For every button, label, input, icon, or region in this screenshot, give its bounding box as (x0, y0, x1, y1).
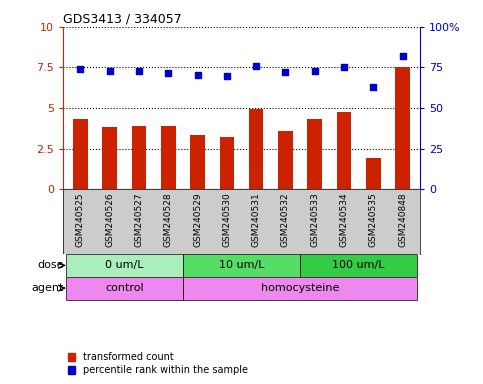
Point (164, 70, 172, 76)
Bar (190, 135, 205, 189)
Point (311, 68, 319, 74)
Point (135, 68, 143, 74)
Text: GSM240848: GSM240848 (398, 192, 407, 247)
Text: 10 um/L: 10 um/L (219, 260, 264, 270)
Bar (300, 254, 417, 277)
Text: 0 um/L: 0 um/L (105, 260, 143, 270)
Bar (395, 68, 410, 189)
Text: GSM240525: GSM240525 (76, 192, 85, 247)
Text: GSM240528: GSM240528 (164, 192, 173, 247)
Text: GSM240532: GSM240532 (281, 192, 290, 247)
Point (194, 72, 201, 78)
Bar (307, 119, 322, 189)
Bar (102, 127, 117, 189)
Bar (132, 126, 146, 189)
Point (369, 84, 377, 90)
Bar (73, 119, 88, 189)
Text: dose: dose (37, 260, 63, 270)
Bar (183, 277, 417, 300)
Bar (278, 131, 293, 189)
Text: GSM240531: GSM240531 (252, 192, 261, 247)
Point (252, 63, 260, 69)
Text: agent: agent (31, 283, 63, 293)
Bar (183, 254, 300, 277)
Text: GSM240534: GSM240534 (340, 192, 349, 247)
Text: 100 um/L: 100 um/L (332, 260, 385, 270)
Point (76, 66, 84, 72)
Text: GSM240533: GSM240533 (310, 192, 319, 247)
Text: GSM240527: GSM240527 (134, 192, 143, 247)
Point (106, 68, 114, 74)
Point (282, 68, 289, 74)
Bar (66, 254, 183, 277)
Text: GSM240535: GSM240535 (369, 192, 378, 247)
Bar (366, 157, 381, 189)
Point (223, 73, 231, 79)
Point (340, 64, 348, 70)
Text: GSM240529: GSM240529 (193, 192, 202, 247)
Bar (66, 277, 183, 300)
Text: control: control (105, 283, 143, 293)
Bar (249, 109, 263, 189)
Text: GSM240526: GSM240526 (105, 192, 114, 247)
Point (399, 53, 407, 59)
Text: GDS3413 / 334057: GDS3413 / 334057 (63, 13, 182, 26)
Bar (337, 112, 351, 189)
Text: GSM240530: GSM240530 (222, 192, 231, 247)
Bar (220, 137, 234, 189)
Bar (161, 126, 176, 189)
Text: homocysteine: homocysteine (261, 283, 339, 293)
Legend: transformed count, percentile rank within the sample: transformed count, percentile rank withi… (68, 353, 248, 375)
